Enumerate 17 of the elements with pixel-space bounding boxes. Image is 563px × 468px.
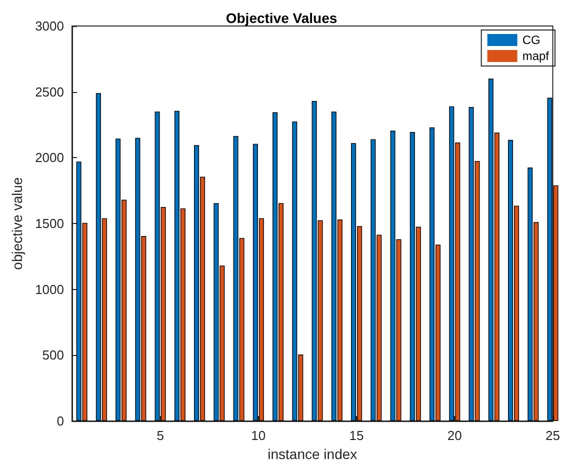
y-tick-label: 1500 bbox=[35, 216, 64, 231]
legend-label: CG bbox=[522, 33, 540, 47]
x-axis-title: instance index bbox=[268, 446, 358, 462]
y-tick-label: 2000 bbox=[35, 150, 64, 166]
y-tick-label: 1000 bbox=[35, 282, 64, 297]
x-tick-label: 10 bbox=[251, 428, 266, 443]
x-tick-label: 25 bbox=[546, 428, 560, 443]
y-tick-label: 500 bbox=[42, 348, 64, 363]
y-tick-label: 3000 bbox=[35, 18, 64, 34]
y-axis-title: objective value bbox=[9, 176, 26, 270]
x-tick-label: 20 bbox=[447, 428, 462, 443]
legend-label: mapf bbox=[522, 49, 550, 63]
x-tick-label: 5 bbox=[156, 428, 164, 443]
x-tick-label: 15 bbox=[349, 428, 364, 443]
y-tick-label: 2500 bbox=[35, 84, 64, 100]
chart-title: Objective Values bbox=[226, 10, 338, 26]
y-tick-label: 0 bbox=[56, 414, 64, 428]
